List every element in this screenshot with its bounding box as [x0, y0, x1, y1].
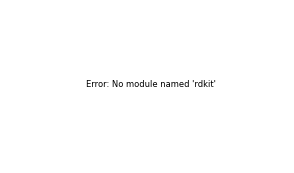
Text: Error: No module named 'rdkit': Error: No module named 'rdkit' [86, 80, 216, 89]
